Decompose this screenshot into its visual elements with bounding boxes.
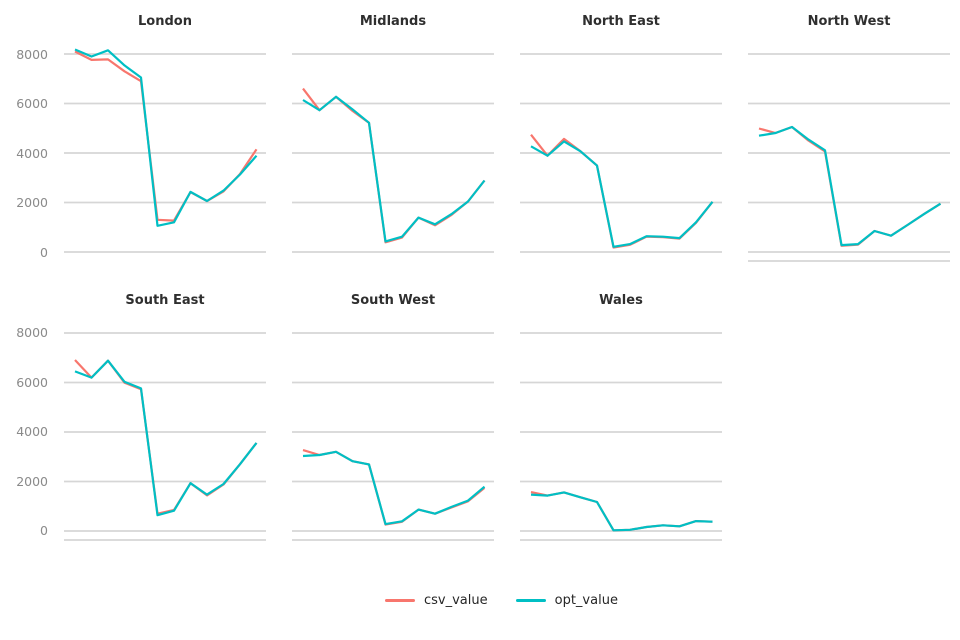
series-line-csv_value	[530, 134, 714, 249]
panel-title-london: London	[138, 14, 192, 29]
legend-item-opt-value: opt_value	[515, 593, 618, 608]
panel-title-wales: Wales	[599, 292, 643, 308]
y-axis-tick-label: 2000	[16, 195, 48, 210]
y-axis-tick-label: 4000	[16, 424, 48, 439]
series-line-opt_value	[74, 359, 258, 516]
series-line-opt_value	[74, 48, 258, 227]
panel-title-midlands: Midlands	[359, 14, 427, 29]
legend: csv_value opt_value	[385, 593, 618, 608]
panel-north-east	[520, 53, 722, 253]
y-axis-tick-label: 8000	[16, 325, 48, 340]
panel-title-south-west: South West	[350, 292, 436, 308]
y-axis-tick-label: 6000	[16, 96, 48, 111]
panel-title-north-west: North West	[807, 14, 891, 29]
series-line-csv_value	[302, 87, 486, 244]
panel-north-west	[748, 53, 950, 262]
series-line-csv_value	[74, 50, 258, 222]
series-line-opt_value	[758, 125, 942, 247]
series-line-opt_value	[302, 95, 486, 243]
panel-title-south-east: South East	[125, 292, 205, 308]
y-axis-tick-label: 4000	[16, 145, 48, 161]
series-line-csv_value	[758, 125, 942, 247]
series-line-csv_value	[302, 448, 486, 526]
legend-label-opt-value: opt_value	[554, 593, 618, 608]
series-line-opt_value	[530, 140, 714, 248]
legend-line-csv-icon	[385, 599, 415, 602]
panel-wales	[520, 331, 722, 541]
panel-south-west	[292, 331, 494, 541]
series-line-opt_value	[302, 450, 486, 525]
legend-label-csv-value: csv_value	[424, 593, 488, 608]
panel-title-north-east: North East	[582, 14, 660, 29]
panel-london	[64, 48, 266, 253]
y-axis-tick-label: 2000	[16, 473, 48, 489]
y-axis-tick-label: 0	[40, 523, 48, 538]
y-axis-tick-label: 8000	[16, 46, 48, 62]
legend-line-opt-icon	[515, 599, 546, 602]
legend-item-csv-value: csv_value	[385, 593, 488, 608]
y-axis-tick-label: 0	[40, 244, 48, 260]
series-line-opt_value	[530, 490, 713, 531]
panel-south-east	[64, 331, 266, 541]
y-axis-tick-label: 6000	[16, 374, 48, 390]
panel-midlands	[292, 53, 494, 253]
